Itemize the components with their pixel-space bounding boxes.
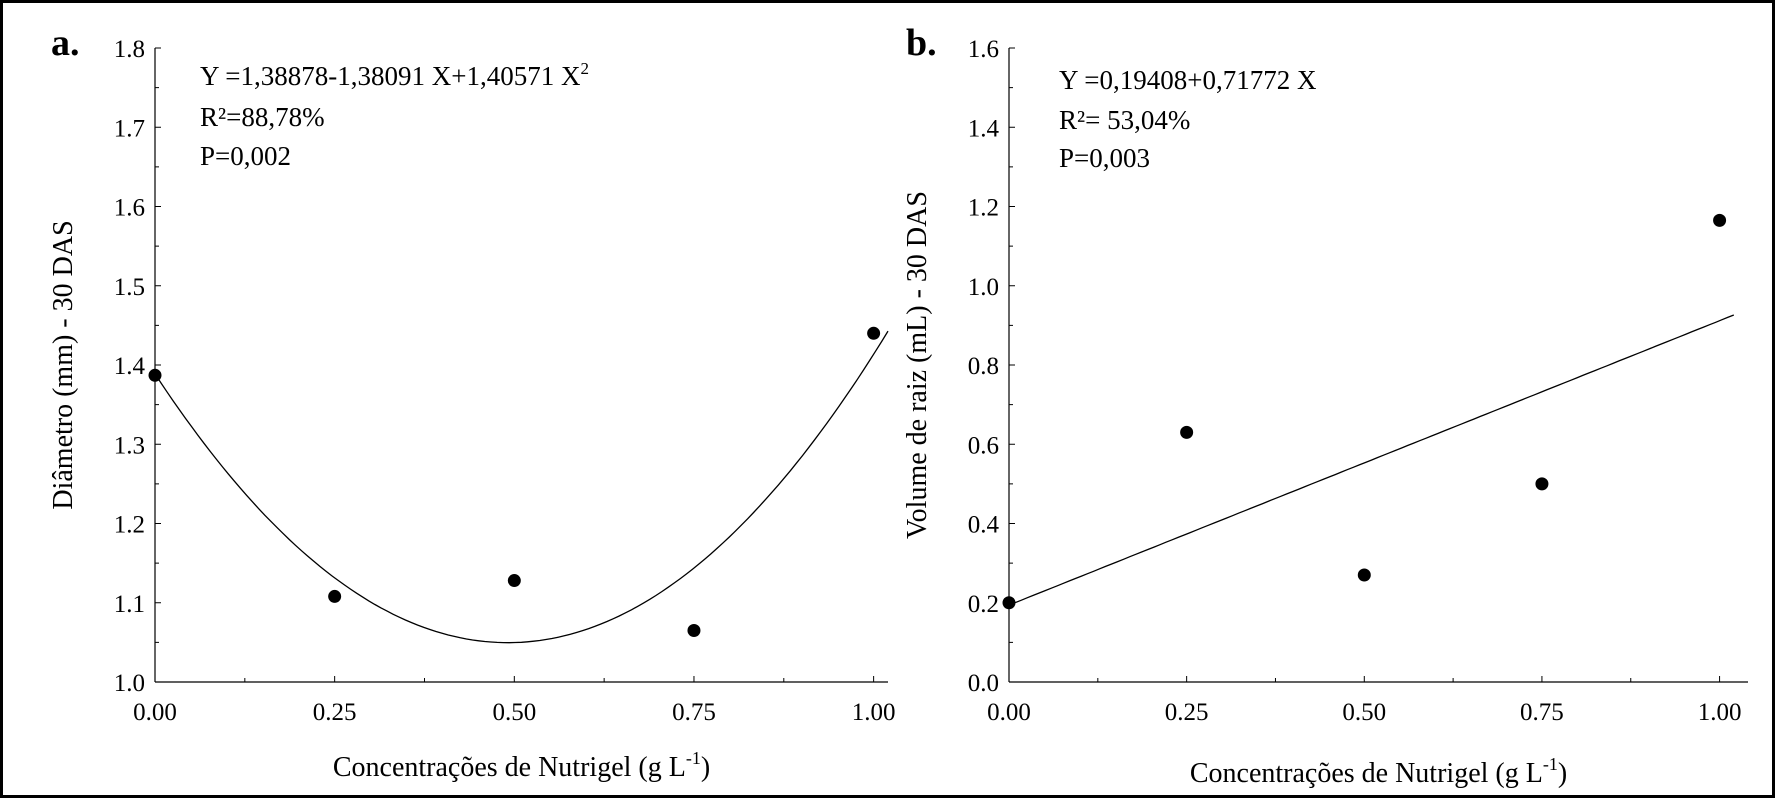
r-squared-label: R²=88,78%: [200, 102, 325, 132]
panel-label: a.: [51, 22, 80, 64]
equation-label: Y =1,38878-1,38091 X+1,40571 X2: [200, 59, 589, 91]
panel-label: b.: [906, 22, 937, 64]
y-axis-label: Volume de raiz (mL) - 30 DAS: [902, 191, 933, 539]
y-tick-label: 1.0: [114, 670, 145, 697]
chart-panel-a: 1.0 1.1 1.2 1.3 1.4 1.5 1.6 1.7 1.8 0.00 0.25 0.50 0…: [48, 22, 896, 783]
x-tick-label: 0.25: [1165, 699, 1209, 726]
y-tick-label: 0.0: [968, 670, 999, 697]
data-point: [1180, 425, 1194, 439]
x-axis-label-main: Concentrações de Nutrigel (g L: [333, 752, 686, 783]
data-point: [1357, 568, 1371, 582]
equation-label: Y =0,19408+0,71772 X: [1059, 65, 1317, 95]
x-tick-label: 0.50: [1342, 699, 1386, 726]
chart-panel-b: 0.0 0.2 0.4 0.6 0.8 1.0 1.2 1.4 1.6 0.00 0.25 0.50 0…: [902, 22, 1748, 789]
y-axis-label: Diâmetro (mm) - 30 DAS: [48, 220, 79, 509]
y-tick-label: 1.4: [968, 115, 1000, 142]
x-axis-label-main: Concentrações de Nutrigel (g L: [1190, 758, 1543, 789]
y-tick-label: 1.6: [114, 195, 145, 222]
y-tick-label: 1.7: [114, 115, 145, 142]
r-squared-label: R²= 53,04%: [1059, 105, 1190, 135]
x-tick-label: 0.25: [313, 699, 357, 726]
data-point: [328, 589, 342, 603]
p-value-label: P=0,003: [1059, 143, 1150, 173]
y-tick-label: 1.8: [114, 36, 145, 63]
y-tick-label: 1.0: [968, 274, 999, 301]
data-point: [1535, 477, 1549, 491]
x-tick-label: 0.50: [492, 699, 536, 726]
x-axis-label: Concentrações de Nutrigel (g L-1): [1190, 754, 1567, 789]
x-tick-label: 1.00: [852, 699, 896, 726]
y-tick-label: 1.1: [114, 591, 145, 618]
x-axis-label-superscript: -1: [686, 748, 701, 768]
data-point: [1002, 596, 1016, 610]
data-point: [1713, 213, 1727, 227]
data-point: [148, 368, 162, 382]
x-tick-label: 0.75: [672, 699, 716, 726]
y-tick-label: 1.4: [114, 353, 146, 380]
y-tick-label: 1.5: [114, 274, 145, 301]
fit-curve: [1008, 314, 1735, 606]
y-tick-label: 0.8: [968, 353, 999, 380]
y-tick-label: 1.2: [114, 512, 145, 539]
x-tick-label: 0.75: [1520, 699, 1564, 726]
figure-canvas: 1.01.11.21.31.41.51.61.71.80.00 0.25 0.50 0…: [48, 22, 1748, 789]
x-axis-label-suffix: ): [1558, 758, 1567, 789]
y-tick-label: 1.3: [114, 432, 145, 459]
x-axis-label: Concentrações de Nutrigel (g L-1): [333, 748, 710, 783]
x-tick-label: 0.00: [987, 699, 1031, 726]
x-axis-label-superscript: -1: [1543, 754, 1558, 774]
x-tick-label: 0.00: [133, 699, 177, 726]
y-tick-label: 0.6: [968, 432, 999, 459]
fit-curve: [154, 330, 889, 644]
y-tick-label: 1.6: [968, 36, 999, 63]
data-point: [687, 623, 701, 637]
data-point: [507, 574, 521, 588]
x-tick-label: 1.00: [1698, 699, 1742, 726]
y-tick-label: 0.2: [968, 591, 999, 618]
y-tick-label: 0.4: [968, 512, 1000, 539]
y-tick-label: 1.2: [968, 195, 999, 222]
equation-superscript: 2: [580, 59, 589, 78]
x-axis-label-suffix: ): [701, 752, 710, 783]
data-point: [867, 326, 881, 340]
p-value-label: P=0,002: [200, 141, 291, 171]
